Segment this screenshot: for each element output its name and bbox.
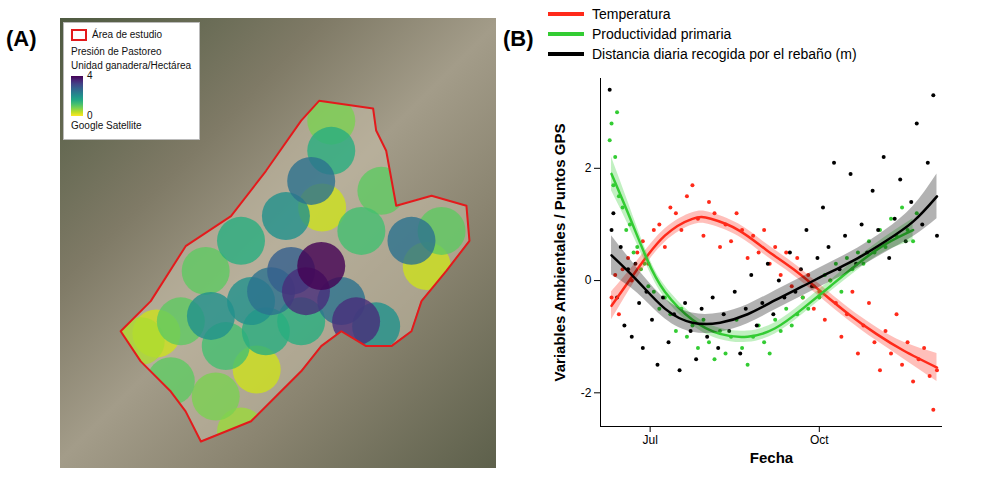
html-text:Unidad ganadera/Hectárea: Unidad ganadera/Hectárea xyxy=(71,60,192,71)
html-text:Temperatura: Temperatura xyxy=(592,6,671,22)
svg-text:Oct: Oct xyxy=(810,433,829,447)
html-text:Google Satellite: Google Satellite xyxy=(71,120,142,131)
html-text:Presión de Pastoreo: Presión de Pastoreo xyxy=(71,46,162,57)
svg-text:Variables Ambientales / Puntos: Variables Ambientales / Puntos GPS xyxy=(551,124,568,382)
svg-text:-2: -2 xyxy=(581,386,592,400)
svg-text:Fecha: Fecha xyxy=(750,449,794,466)
html-text:Productividad primaria: Productividad primaria xyxy=(592,26,732,42)
svg-text:2: 2 xyxy=(585,161,592,175)
svg-text:Jul: Jul xyxy=(642,433,657,447)
html-text:Área de estudio: Área de estudio xyxy=(92,29,163,40)
html-text:(A): (A) xyxy=(6,26,37,51)
html-text:0: 0 xyxy=(87,110,93,121)
html-text:4: 4 xyxy=(87,70,93,81)
html-text:Distancia diaria recogida por: Distancia diaria recogida por el rebaño … xyxy=(592,46,857,62)
svg-text:0: 0 xyxy=(585,273,592,287)
html-text:(B): (B) xyxy=(503,26,534,51)
